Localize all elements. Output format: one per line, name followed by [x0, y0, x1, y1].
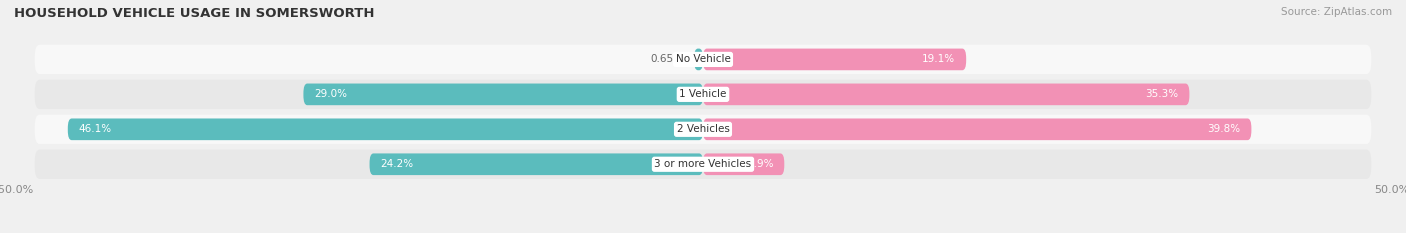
Text: No Vehicle: No Vehicle [675, 55, 731, 64]
Text: 35.3%: 35.3% [1146, 89, 1178, 99]
FancyBboxPatch shape [304, 83, 703, 105]
FancyBboxPatch shape [703, 153, 785, 175]
FancyBboxPatch shape [67, 118, 703, 140]
Text: 2 Vehicles: 2 Vehicles [676, 124, 730, 134]
FancyBboxPatch shape [35, 150, 1371, 179]
Text: 3 or more Vehicles: 3 or more Vehicles [654, 159, 752, 169]
Text: 46.1%: 46.1% [79, 124, 112, 134]
Text: Source: ZipAtlas.com: Source: ZipAtlas.com [1281, 7, 1392, 17]
FancyBboxPatch shape [370, 153, 703, 175]
FancyBboxPatch shape [35, 115, 1371, 144]
Text: 24.2%: 24.2% [381, 159, 413, 169]
FancyBboxPatch shape [695, 49, 703, 70]
FancyBboxPatch shape [703, 118, 1251, 140]
Text: 29.0%: 29.0% [315, 89, 347, 99]
Text: 19.1%: 19.1% [922, 55, 955, 64]
Text: 1 Vehicle: 1 Vehicle [679, 89, 727, 99]
Text: 39.8%: 39.8% [1208, 124, 1240, 134]
FancyBboxPatch shape [35, 80, 1371, 109]
FancyBboxPatch shape [35, 45, 1371, 74]
Text: HOUSEHOLD VEHICLE USAGE IN SOMERSWORTH: HOUSEHOLD VEHICLE USAGE IN SOMERSWORTH [14, 7, 374, 20]
FancyBboxPatch shape [703, 83, 1189, 105]
Text: 5.9%: 5.9% [747, 159, 773, 169]
Text: 0.65%: 0.65% [650, 55, 683, 64]
FancyBboxPatch shape [703, 49, 966, 70]
